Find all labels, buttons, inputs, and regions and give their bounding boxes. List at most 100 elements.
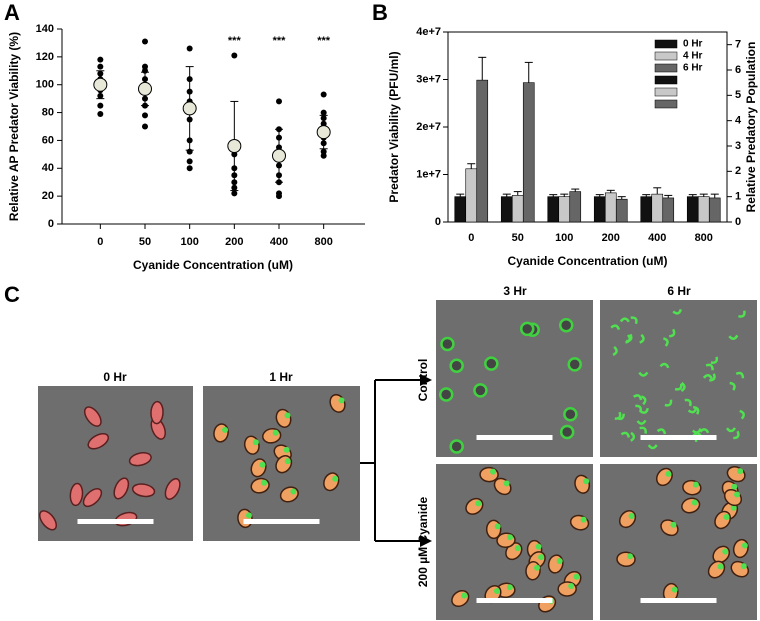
y-axis-label: Relative AP Predator Viability (%): [7, 32, 21, 221]
predator: [612, 346, 618, 357]
predator: [493, 588, 500, 595]
predator: [514, 545, 521, 552]
predator: [583, 478, 590, 485]
condition-label: Control: [416, 359, 430, 402]
cell: [473, 383, 488, 398]
bar: [476, 79, 489, 223]
cell: [558, 317, 574, 333]
bar: [604, 192, 617, 223]
predator: [630, 316, 638, 325]
cell: [557, 581, 577, 597]
predator: [692, 481, 699, 488]
cell: [616, 551, 636, 567]
predator: [662, 337, 669, 347]
bar: [511, 195, 524, 223]
predator: [507, 534, 514, 541]
predator: [494, 523, 501, 530]
time-label: 1 Hr: [269, 370, 293, 384]
predator: [730, 504, 737, 511]
mean-marker: [93, 77, 108, 92]
cell: [519, 321, 535, 337]
predator: [665, 470, 672, 477]
data-point: [320, 152, 327, 159]
predator: [725, 427, 737, 433]
predator: [490, 468, 497, 475]
scale-bar: [243, 519, 320, 524]
data-point: [97, 110, 104, 117]
y2-tick-label: 4: [735, 115, 742, 127]
y2-tick-label: 6: [735, 64, 741, 76]
cell: [131, 483, 156, 498]
cell: [567, 357, 582, 372]
predator: [261, 479, 268, 486]
predator: [671, 586, 678, 593]
bar: [640, 196, 653, 223]
x-tick-label: 100: [180, 236, 198, 248]
cell: [563, 407, 578, 422]
predator: [272, 429, 279, 436]
predator: [616, 413, 625, 421]
y2-axis-label: Relative Predatory Population: [744, 42, 758, 213]
data-point: [276, 98, 282, 105]
data-point: [186, 158, 193, 165]
predator: [672, 308, 683, 315]
predator: [639, 426, 647, 434]
y2-tick-label: 7: [735, 39, 741, 51]
cell: [150, 400, 164, 425]
predator: [638, 371, 649, 377]
panel-label: C: [4, 282, 20, 307]
micrograph: [38, 386, 193, 541]
scale-bar: [640, 435, 717, 440]
time-label: 6 Hr: [667, 284, 691, 298]
cell: [164, 477, 181, 500]
predator: [332, 475, 339, 482]
legend-label: 0 Hr: [683, 39, 703, 50]
predator: [659, 362, 670, 369]
predator: [635, 404, 643, 413]
predator: [568, 582, 575, 589]
legend-label: 6 Hr: [683, 63, 703, 74]
data-point: [142, 123, 148, 130]
predator: [619, 317, 630, 323]
predator: [680, 381, 686, 392]
predator: [705, 363, 714, 371]
scale-bar: [476, 435, 553, 440]
micrograph: [600, 464, 757, 620]
y2-tick-label: 2: [735, 165, 741, 177]
x-axis-label: Cyanide Concentration (uM): [133, 258, 293, 272]
data-point: [97, 63, 104, 70]
scale-bar: [640, 598, 717, 603]
y-tick-label: 0: [48, 218, 54, 230]
y-tick-label: 140: [36, 23, 54, 35]
predator: [710, 356, 719, 364]
data-point: [186, 165, 193, 172]
cell: [449, 358, 464, 373]
y-tick-label: 0: [435, 216, 441, 228]
predator: [656, 428, 667, 435]
predator: [259, 461, 266, 468]
predator: [630, 431, 636, 442]
time-label: 3 Hr: [503, 284, 527, 298]
predator: [699, 428, 710, 434]
predator: [691, 428, 702, 434]
y-tick-label: 100: [36, 79, 54, 91]
x-tick-label: 0: [468, 232, 474, 244]
panel-label: A: [4, 0, 20, 25]
predator: [734, 491, 741, 498]
x-axis-label: Cyanide Concentration (uM): [507, 254, 667, 268]
mean-marker: [138, 81, 152, 96]
x-tick-label: 50: [139, 236, 151, 248]
predator: [737, 468, 744, 475]
predator: [731, 483, 738, 490]
predator: [739, 409, 745, 420]
bar: [454, 196, 467, 223]
x-tick-label: 400: [648, 232, 666, 244]
cell: [559, 424, 575, 440]
bar: [558, 196, 571, 223]
y-tick-label: 120: [36, 51, 54, 63]
predator: [741, 542, 748, 549]
predator: [674, 383, 683, 391]
predator: [728, 334, 739, 341]
predator: [252, 439, 259, 446]
